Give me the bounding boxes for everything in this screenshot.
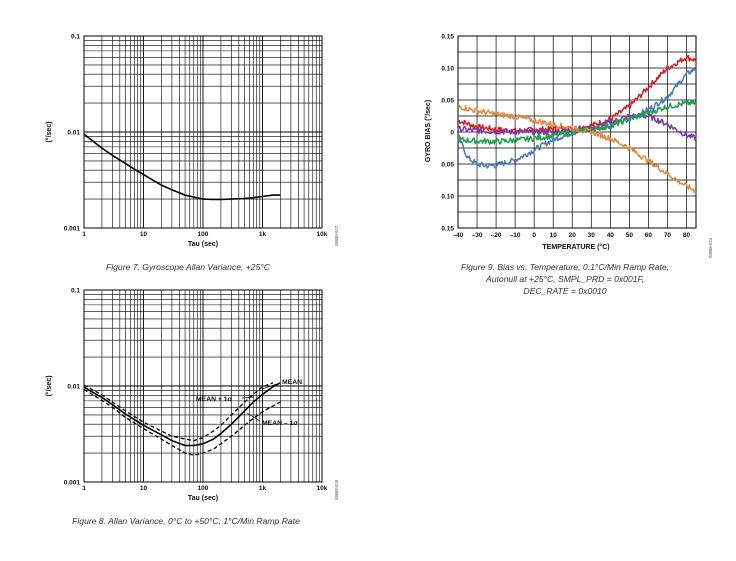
- x-tick-label: 70: [664, 232, 672, 239]
- x-axis-label: Tau (sec): [188, 495, 218, 502]
- y-tick-label: 0.1: [71, 288, 80, 295]
- figure-code: 08888-024: [708, 237, 713, 258]
- series-line: [83, 382, 274, 442]
- annotation-mean-plus-sigma: MEAN + 1σ: [196, 396, 233, 403]
- figure-caption-line: DEC_RATE = 0x0010: [523, 286, 606, 296]
- annotation-mean: MEAN: [282, 379, 302, 386]
- x-axis-label: TEMPERATURE (°C): [542, 243, 609, 251]
- series-lines: [83, 133, 281, 201]
- grid: [83, 289, 323, 483]
- x-tick-label: 1k: [259, 231, 267, 238]
- allan-variance-temperature-chart: 1 10 100 1k 10k 0.1 0.01 0.001 MEAN MEAN + 1σ M…: [45, 288, 339, 527]
- y-tick-label: 0.01: [67, 130, 80, 137]
- x-tick-label: 40: [607, 232, 615, 239]
- figure-caption: Figure 8. Allan Variance, 0°C to +50°C, …: [72, 516, 300, 526]
- x-tick-label: –10: [510, 232, 521, 239]
- series-line: [457, 104, 697, 194]
- annotation-leader: [241, 396, 255, 399]
- annotation-leader: [261, 382, 281, 390]
- y-tick-label: 0.15: [441, 34, 454, 41]
- series-line: [83, 382, 281, 447]
- y-tick-label: 0.10: [441, 194, 454, 201]
- x-tick-label: 10: [550, 232, 558, 239]
- y-tick-label: 0.10: [441, 66, 454, 73]
- x-tick-label: 30: [588, 232, 596, 239]
- gyro-bias-temperature-chart: –40 –30 –20 –10 0 10 20 30 40 50 60 70 80 0.15 0.10 0.0…: [424, 34, 713, 297]
- x-tick-label: 1: [82, 485, 86, 492]
- y-axis-label: (°/sec): [45, 121, 53, 142]
- x-tick-label: –20: [491, 232, 502, 239]
- tick-labels: 1 10 100 1k 10k 0.1 0.01 0.001: [64, 288, 328, 493]
- y-tick-label: 0.05: [441, 98, 454, 105]
- y-axis-label: (°/sec): [45, 375, 53, 396]
- x-tick-label: 10: [140, 485, 148, 492]
- x-tick-label: 80: [683, 232, 691, 239]
- figure-caption: Figure 7. Gyroscope Allan Variance, +25°…: [106, 262, 271, 272]
- y-tick-label: 0: [450, 130, 454, 137]
- x-axis-label: Tau (sec): [188, 241, 218, 248]
- x-tick-label: 1k: [259, 485, 267, 492]
- series-line: [457, 67, 697, 169]
- x-tick-label: 1: [82, 231, 86, 238]
- plot-frame: [457, 35, 697, 229]
- y-tick-label: 0.05: [441, 162, 454, 169]
- x-tick-label: 10: [140, 231, 148, 238]
- series-lines: [83, 382, 281, 456]
- x-tick-label: 20: [569, 232, 577, 239]
- x-tick-label: 50: [626, 232, 634, 239]
- x-tick-label: 10k: [317, 231, 328, 238]
- plot-frame: [83, 289, 323, 483]
- series-line: [83, 133, 281, 201]
- y-axis-label: GYRO BIAS (°/sec): [424, 100, 432, 162]
- y-tick-label: 0.01: [67, 384, 80, 391]
- figure-caption-line: Autonull at +25°C, SMPL_PRD = 0x001F,: [485, 274, 644, 284]
- x-tick-label: 60: [645, 232, 653, 239]
- figure-caption-line: Figure 9. Bias vs. Temperature, 0.1°C/Mi…: [461, 262, 669, 272]
- tick-labels: 1 10 100 1k 10k 0.1 0.01 0.001: [64, 34, 328, 239]
- y-tick-label: 0.001: [64, 480, 81, 487]
- series-line: [457, 112, 697, 142]
- allan-variance-chart: 1 10 100 1k 10k 0.1 0.01 0.001 Tau (sec) (°/sec…: [45, 34, 339, 273]
- x-tick-label: 10k: [317, 485, 328, 492]
- x-tick-label: 0: [532, 232, 536, 239]
- series-lines: [457, 54, 697, 194]
- plot-frame: [83, 35, 323, 229]
- tick-labels: –40 –30 –20 –10 0 10 20 30 40 50 60 70 80 0.15 0.10 0.0…: [441, 34, 690, 240]
- figure-code: 08888-007: [334, 225, 339, 246]
- y-tick-label: 0.001: [64, 226, 81, 233]
- annotation-mean-minus-sigma: MEAN – 1σ: [262, 420, 298, 427]
- y-tick-label: 0.1: [71, 34, 80, 41]
- figure-code: 08888-008: [334, 479, 339, 500]
- x-tick-label: –30: [472, 232, 483, 239]
- grid: [83, 35, 323, 229]
- x-tick-label: 100: [198, 485, 209, 492]
- annotation-leader: [246, 412, 261, 422]
- y-tick-label: 0.15: [441, 226, 454, 233]
- x-tick-label: –40: [453, 232, 464, 239]
- series-line: [83, 388, 281, 456]
- x-tick-label: 100: [198, 231, 209, 238]
